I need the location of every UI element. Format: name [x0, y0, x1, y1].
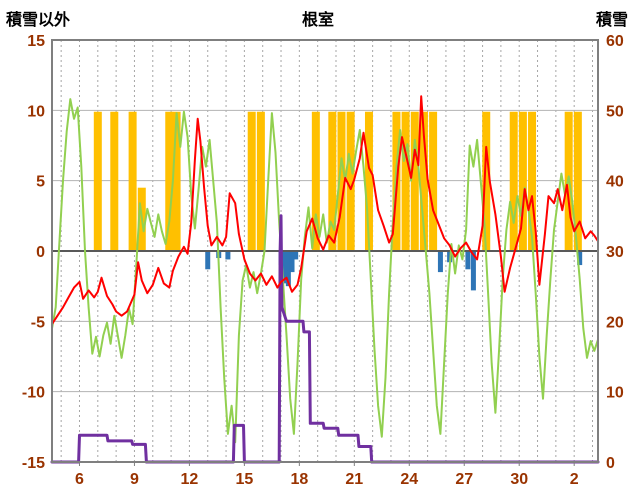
svg-text:50: 50 — [606, 103, 624, 120]
svg-text:18: 18 — [290, 471, 308, 488]
x-axis-ticks: 6 9 12 15 18 21 24 27 30 2 — [75, 462, 579, 488]
svg-text:0: 0 — [36, 244, 45, 261]
svg-text:40: 40 — [606, 174, 624, 191]
plot-border — [51, 39, 599, 463]
svg-text:60: 60 — [606, 33, 624, 50]
svg-text:5: 5 — [36, 174, 45, 191]
chart-title: 根室 — [301, 12, 334, 29]
svg-text:30: 30 — [510, 471, 528, 488]
snow-depth-line — [50, 214, 600, 464]
svg-text:15: 15 — [27, 33, 45, 50]
svg-text:0: 0 — [606, 455, 615, 472]
svg-text:21: 21 — [345, 471, 363, 488]
horizontal-gridlines — [52, 109, 598, 393]
svg-text:15: 15 — [235, 471, 253, 488]
svg-text:6: 6 — [75, 471, 84, 488]
svg-text:12: 12 — [181, 471, 199, 488]
left-axis-ticks: 15 10 5 0 -5 -10 -15 — [22, 33, 45, 472]
svg-text:-10: -10 — [22, 385, 45, 402]
svg-text:30: 30 — [606, 244, 624, 261]
left-axis-title: 積雪以外 — [6, 12, 71, 29]
svg-text:9: 9 — [130, 471, 139, 488]
right-axis-ticks: 60 50 40 30 20 10 0 — [606, 33, 624, 472]
svg-text:27: 27 — [455, 471, 473, 488]
svg-text:-15: -15 — [22, 455, 45, 472]
temperature-line — [51, 95, 599, 326]
svg-text:2: 2 — [570, 471, 579, 488]
svg-text:24: 24 — [400, 471, 418, 488]
green-series-line — [51, 98, 599, 444]
svg-text:20: 20 — [606, 314, 624, 331]
svg-text:10: 10 — [27, 103, 45, 120]
svg-text:10: 10 — [606, 385, 624, 402]
right-axis-title: 積雪 — [595, 12, 628, 29]
svg-text:-5: -5 — [31, 314, 45, 331]
